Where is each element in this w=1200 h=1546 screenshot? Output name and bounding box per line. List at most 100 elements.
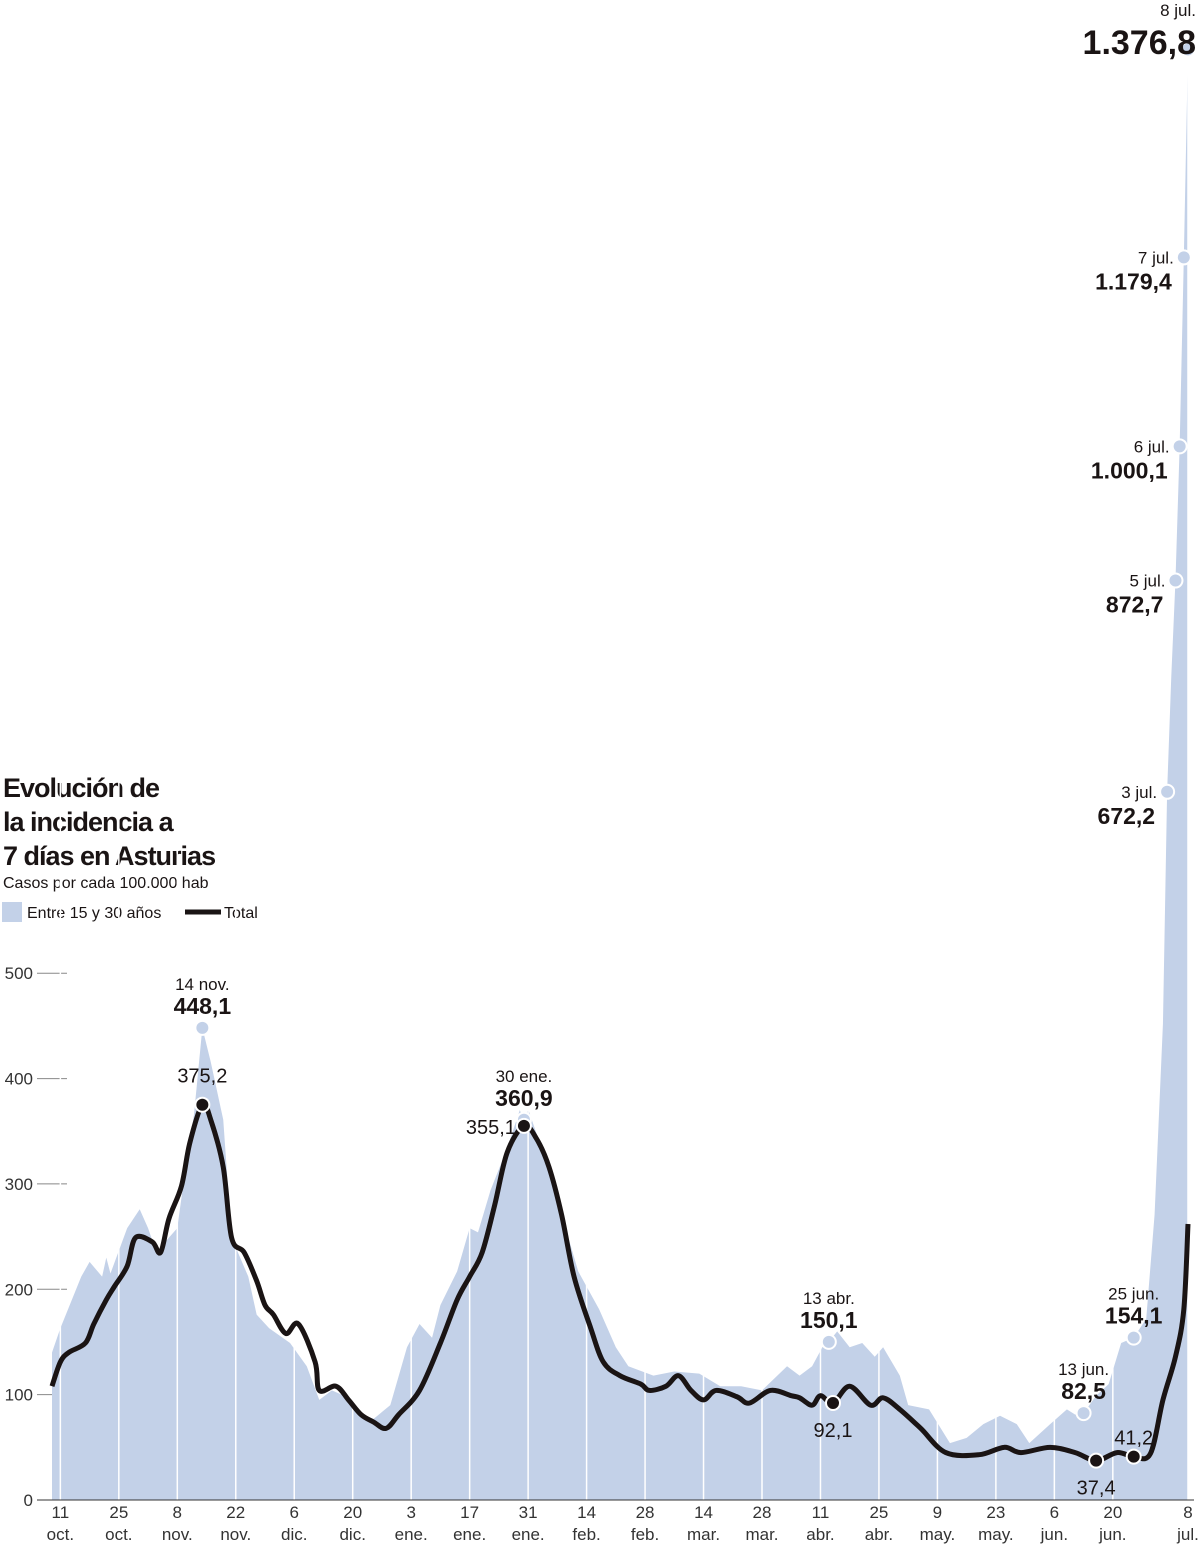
- x-tick-label: 8 nov.: [162, 1503, 193, 1544]
- x-tick-label: 14 feb.: [572, 1503, 600, 1544]
- x-tick-line: 28: [753, 1503, 772, 1522]
- x-tick-label: 20 dic.: [339, 1503, 365, 1544]
- annotation-date: 25 jun.: [1108, 1285, 1159, 1304]
- area: [52, 49, 1188, 1500]
- x-tick-label: 23 may.: [978, 1503, 1014, 1544]
- x-tick-line: 31: [519, 1503, 538, 1522]
- annotation-value: 150,1: [800, 1307, 858, 1333]
- x-tick-label: 17 ene.: [453, 1503, 486, 1544]
- x-tick-line: ene.: [395, 1525, 428, 1544]
- x-tick-line: 11: [52, 1503, 70, 1522]
- annotation-value: 672,2: [1098, 803, 1156, 829]
- point-marker: [1125, 1448, 1142, 1465]
- x-tick-line: 23: [986, 1503, 1005, 1522]
- y-tick-label: 100: [5, 1386, 33, 1405]
- x-tick-line: 22: [226, 1503, 245, 1522]
- y-tick-label: 0: [24, 1491, 33, 1510]
- x-tick-line: ene.: [453, 1525, 486, 1544]
- x-tick-line: 8: [1183, 1503, 1192, 1522]
- x-tick-line: feb.: [631, 1525, 659, 1544]
- annotation-value: 360,9: [495, 1085, 553, 1111]
- annotation-date: 5 jul.: [1130, 572, 1166, 591]
- annotation-date: 13 abr.: [803, 1289, 855, 1308]
- chart-title: Evolución de la incidencia a 7 días en Ast…: [3, 773, 215, 871]
- x-tick-line: oct.: [47, 1525, 74, 1544]
- x-tick-label: 3 ene.: [395, 1503, 428, 1544]
- point-marker: [515, 1117, 532, 1134]
- annotation-value: 82,5: [1061, 1378, 1106, 1404]
- x-tick-line: 8: [173, 1503, 182, 1522]
- point-marker: [1180, 41, 1196, 58]
- x-tick-label: 25 abr.: [865, 1503, 893, 1544]
- x-tick-line: 14: [577, 1503, 596, 1522]
- annotations: 14 nov.448,1 30 ene.360,9 13 abr.150,1 13 j…: [174, 1, 1196, 1500]
- x-tick-line: 9: [933, 1503, 942, 1522]
- x-tick-line: 11: [812, 1503, 830, 1522]
- x-tick-line: oct.: [105, 1525, 132, 1544]
- annotation-value: 1.000,1: [1091, 457, 1168, 483]
- x-tick-line: abr.: [806, 1525, 834, 1544]
- title-line: Evolución de: [3, 773, 160, 803]
- annotation-date: 7 jul.: [1138, 248, 1174, 267]
- x-tick-line: 17: [460, 1503, 479, 1522]
- x-tick-line: 25: [109, 1503, 128, 1522]
- annotation-date: 14 nov.: [175, 975, 230, 994]
- y-tick-label: 200: [5, 1280, 33, 1299]
- point-marker: [194, 1096, 211, 1113]
- x-tick-line: may.: [920, 1525, 956, 1544]
- annotation-value: 1.376,8: [1083, 24, 1196, 62]
- x-tick-label: 31 ene.: [512, 1503, 545, 1544]
- x-tick-line: nov.: [220, 1525, 251, 1544]
- point-marker: [1075, 1405, 1092, 1422]
- point-marker: [194, 1019, 211, 1036]
- x-tick-label: 11 oct.: [47, 1503, 74, 1544]
- title-line: la incidencia a: [3, 807, 175, 837]
- areas: [52, 49, 1188, 1500]
- annotation-value: 37,4: [1077, 1478, 1116, 1500]
- x-tick-line: 3: [406, 1503, 415, 1522]
- x-tick-line: ene.: [512, 1525, 545, 1544]
- x-tick-line: mar.: [745, 1525, 778, 1544]
- x-tick-line: jul.: [1176, 1525, 1199, 1544]
- grid: [59, 25, 1189, 1500]
- y-tick-label: 300: [5, 1175, 33, 1194]
- x-tick-line: 6: [290, 1503, 299, 1522]
- x-tick-line: abr.: [865, 1525, 893, 1544]
- point-marker: [1167, 572, 1184, 589]
- x-tick-line: dic.: [339, 1525, 365, 1544]
- chart-subtitle: Casos por cada 100.000 hab: [3, 875, 209, 892]
- x-tick-label: 22 nov.: [220, 1503, 251, 1544]
- title-line: 7 días en Asturias: [3, 841, 215, 871]
- x-tick-line: 25: [869, 1503, 888, 1522]
- x-tick-label: 28 feb.: [631, 1503, 659, 1544]
- x-tick-label: 9 may.: [920, 1503, 956, 1544]
- legend-swatch: [2, 902, 22, 922]
- x-tick-line: 6: [1050, 1503, 1059, 1522]
- x-tick-line: nov.: [162, 1525, 193, 1544]
- legend-label: Total: [224, 905, 258, 922]
- x-tick-label: 11 abr.: [806, 1503, 834, 1544]
- annotation-date: 8 jul.: [1160, 1, 1196, 20]
- x-tick-label: 14 mar.: [687, 1503, 720, 1544]
- point-marker: [1159, 783, 1176, 800]
- annotation-value: 375,2: [177, 1066, 227, 1088]
- x-tick-label: 20 jun.: [1098, 1503, 1126, 1544]
- legend-label: Entre 15 y 30 años: [27, 905, 161, 922]
- annotation-value: 872,7: [1106, 592, 1164, 618]
- annotation-date: 30 ene.: [496, 1067, 553, 1086]
- x-tick-line: 14: [694, 1503, 713, 1522]
- annotation-date: 3 jul.: [1121, 783, 1157, 802]
- lines: [49, 1101, 1191, 1464]
- point-marker: [1171, 438, 1188, 455]
- annotation-value: 92,1: [814, 1420, 853, 1442]
- x-tick-line: 28: [636, 1503, 655, 1522]
- annotation-date: 13 jun.: [1058, 1360, 1109, 1379]
- point-marker: [1088, 1452, 1105, 1469]
- x-tick-line: 20: [343, 1503, 362, 1522]
- point-marker: [820, 1333, 837, 1350]
- y-tick-label: 500: [5, 964, 33, 983]
- annotation-value: 154,1: [1105, 1303, 1163, 1329]
- line: [49, 1101, 1191, 1464]
- x-tick-label: 25 oct.: [105, 1503, 132, 1544]
